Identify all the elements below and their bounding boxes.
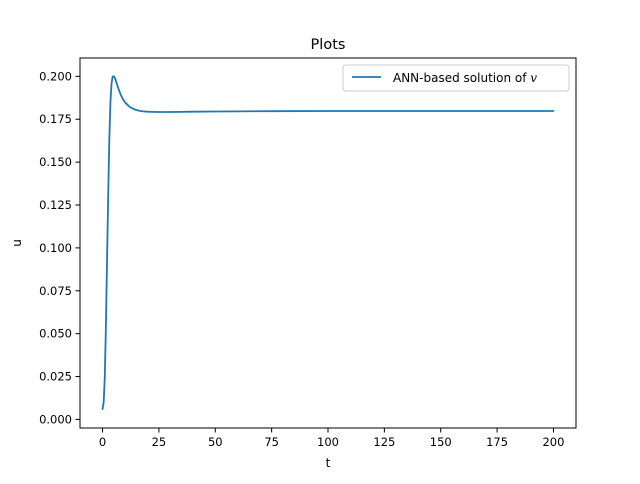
y-tick-label: 0.125 (39, 198, 72, 212)
x-tick-label: 25 (152, 435, 167, 449)
x-axis-label: t (326, 456, 331, 470)
y-tick-label: 0.200 (39, 69, 72, 83)
y-tick-label: 0.000 (39, 412, 72, 426)
x-tick-label: 125 (373, 435, 395, 449)
y-tick-label: 0.100 (39, 241, 72, 255)
y-tick-label: 0.025 (39, 370, 72, 384)
y-axis: 0.000 0.025 0.050 0.075 0.100 0.125 0.150 0.175… (39, 69, 80, 426)
x-tick-label: 100 (317, 435, 339, 449)
x-tick-label: 200 (542, 435, 564, 449)
legend-label-math: v (530, 71, 537, 85)
x-tick-label: 75 (264, 435, 279, 449)
x-tick-label: 0 (99, 435, 106, 449)
legend-label-text: ANN-based solution of (393, 71, 530, 85)
y-tick-label: 0.150 (39, 155, 72, 169)
y-tick-label: 0.175 (39, 112, 72, 126)
x-tick-label: 175 (486, 435, 508, 449)
legend: ANN-based solution of v (342, 64, 570, 92)
chart-title: Plots (311, 37, 346, 53)
x-tick-label: 150 (430, 435, 452, 449)
series-line-v (101, 75, 555, 411)
x-axis: 0 25 50 75 100 125 150 175 200 (99, 428, 564, 449)
legend-label: ANN-based solution of v (393, 71, 537, 85)
y-tick-label: 0.050 (39, 327, 72, 341)
x-tick-label: 50 (208, 435, 223, 449)
plot-frame (79, 57, 577, 429)
y-tick-label: 0.075 (39, 284, 72, 298)
legend-box (342, 64, 570, 92)
y-axis-label: u (10, 239, 24, 247)
